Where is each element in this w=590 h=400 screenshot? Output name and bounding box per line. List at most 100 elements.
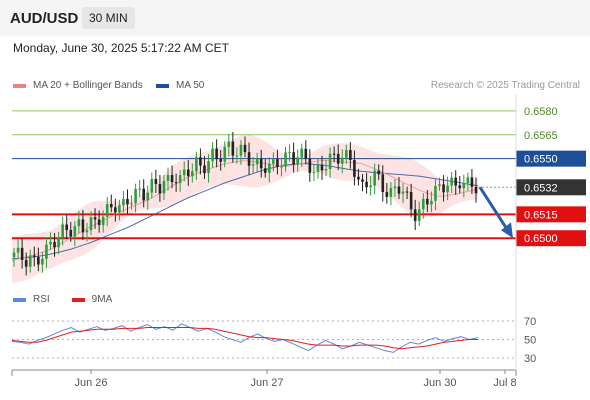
- candle-body: [369, 185, 372, 188]
- candle-body: [377, 170, 381, 175]
- candle-body: [219, 159, 222, 162]
- candle-body: [32, 255, 36, 257]
- level-label-0.6515: 0.6515: [524, 209, 558, 221]
- candle-body: [235, 155, 239, 157]
- candle-body: [284, 152, 287, 167]
- candle-body: [385, 192, 389, 197]
- candle-body: [69, 230, 73, 237]
- candle-body: [336, 153, 340, 164]
- candle-body: [292, 152, 295, 165]
- candle-body: [101, 216, 105, 226]
- candle-body: [458, 185, 462, 189]
- candle-body: [93, 217, 97, 220]
- candle-body: [37, 256, 40, 265]
- level-label-0.6550: 0.6550: [524, 154, 558, 166]
- candle-body: [434, 186, 437, 201]
- candle-body: [239, 144, 243, 156]
- candle-body: [243, 144, 247, 153]
- candle-body: [195, 157, 198, 172]
- legend-ma50: MA 50: [156, 80, 204, 91]
- candle-body: [126, 198, 129, 205]
- candle-body: [191, 171, 194, 177]
- candle-body: [466, 177, 470, 183]
- candle-body: [312, 171, 316, 173]
- candle-body: [442, 184, 445, 193]
- candle-body: [45, 244, 48, 259]
- candle-body: [61, 224, 64, 238]
- level-box-0.6500: [516, 230, 586, 247]
- legend-rsi-label: RSI: [33, 294, 50, 305]
- candle-body: [409, 191, 413, 210]
- candle-body: [332, 153, 336, 155]
- candle-body: [251, 164, 255, 166]
- candle-body: [430, 200, 433, 205]
- rsi-tick-30: 30: [524, 353, 536, 365]
- ma50-line: [11, 163, 479, 260]
- candle-body: [247, 152, 251, 166]
- ma20-line: [11, 159, 479, 261]
- candle-body: [77, 219, 81, 227]
- legend-ma20-swatch: [13, 83, 26, 88]
- candle-body: [85, 230, 89, 233]
- pair-title: AUD/USD: [10, 10, 79, 27]
- candle-body: [49, 241, 52, 245]
- x-tick-label-Jul 8: Jul 8: [493, 377, 516, 389]
- timeframe-badge[interactable]: 30 MIN: [82, 7, 135, 29]
- candle-body: [134, 189, 137, 204]
- candle-body: [138, 188, 141, 190]
- rsi-legend: RSI 9MA: [13, 294, 112, 305]
- level-label-0.6580: 0.6580: [524, 106, 558, 118]
- candle-body: [109, 204, 113, 208]
- candle-body: [211, 148, 214, 162]
- legend-rsi-swatch: [13, 297, 26, 302]
- x-tick-label-Jun 30: Jun 30: [423, 377, 456, 389]
- level-box-0.6550: [516, 150, 586, 167]
- candle-body: [12, 252, 16, 258]
- candle-body: [268, 163, 271, 173]
- candle-body: [65, 224, 69, 231]
- candle-body: [57, 237, 60, 248]
- candle-body: [345, 150, 348, 158]
- candle-body: [142, 188, 145, 201]
- candle-body: [361, 179, 364, 182]
- candle-body: [203, 165, 206, 174]
- candle-body: [118, 205, 121, 213]
- candle-body: [381, 174, 385, 193]
- candle-body: [349, 150, 352, 161]
- datetime-label: Monday, June 30, 2025 5:17:22 AM CET: [13, 41, 229, 55]
- candle-body: [199, 157, 202, 166]
- candle-body: [288, 152, 291, 154]
- candle-body: [340, 157, 344, 164]
- candle-body: [223, 146, 227, 162]
- candle-body: [130, 203, 133, 205]
- rsi-series-RSI: [11, 323, 479, 353]
- legend-ma20-label: MA 20 + Bollinger Bands: [33, 80, 143, 91]
- candle-body: [162, 181, 166, 194]
- rsi-tick-70: 70: [524, 316, 536, 328]
- candle-body: [122, 198, 125, 206]
- x-tick-label-Jun 26: Jun 26: [74, 377, 107, 389]
- candle-body: [438, 184, 441, 187]
- research-credit: Research © 2025 Trading Central: [430, 80, 580, 91]
- candle-body: [454, 177, 458, 186]
- candle-body: [316, 164, 320, 172]
- legend-9ma-swatch: [71, 297, 85, 302]
- candle-body: [166, 174, 170, 182]
- candle-body: [320, 164, 324, 171]
- candle-body: [227, 141, 231, 147]
- candle-body: [324, 169, 328, 171]
- candle-body: [146, 192, 150, 201]
- level-box-0.6532: [516, 179, 586, 196]
- level-box-0.6515: [516, 206, 586, 223]
- candle-body: [259, 158, 263, 169]
- candle-body: [24, 259, 28, 267]
- candle-body: [474, 186, 478, 194]
- legend-9ma-label: 9MA: [91, 294, 113, 305]
- legend-ma50-label: MA 50: [176, 80, 205, 91]
- candle-body: [178, 175, 182, 184]
- candle-body: [426, 198, 429, 205]
- candle-body: [365, 181, 368, 188]
- candle-body: [16, 247, 20, 253]
- candle-body: [450, 177, 453, 186]
